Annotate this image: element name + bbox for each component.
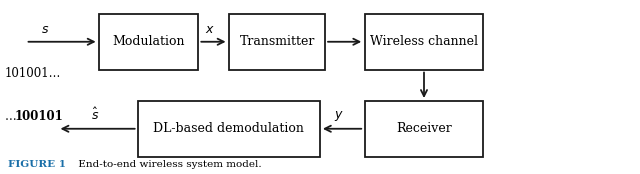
Text: DL-based demodulation: DL-based demodulation [154, 122, 304, 135]
Text: Modulation: Modulation [113, 35, 185, 48]
Text: Receiver: Receiver [396, 122, 452, 135]
FancyBboxPatch shape [229, 14, 325, 70]
Text: $\hat{s}$: $\hat{s}$ [91, 107, 99, 123]
Text: $y$: $y$ [334, 109, 344, 123]
Text: 100101: 100101 [14, 110, 63, 123]
Text: $x$: $x$ [205, 23, 215, 36]
Text: Wireless channel: Wireless channel [370, 35, 478, 48]
Text: End-to-end wireless system model.: End-to-end wireless system model. [68, 160, 262, 169]
Text: $s$: $s$ [41, 23, 49, 36]
FancyBboxPatch shape [365, 101, 483, 157]
FancyBboxPatch shape [365, 14, 483, 70]
FancyBboxPatch shape [138, 101, 320, 157]
Text: FIGURE 1: FIGURE 1 [8, 160, 67, 169]
Text: 101001…: 101001… [5, 67, 61, 80]
Text: …: … [5, 110, 17, 123]
Text: Transmitter: Transmitter [239, 35, 315, 48]
FancyBboxPatch shape [99, 14, 198, 70]
